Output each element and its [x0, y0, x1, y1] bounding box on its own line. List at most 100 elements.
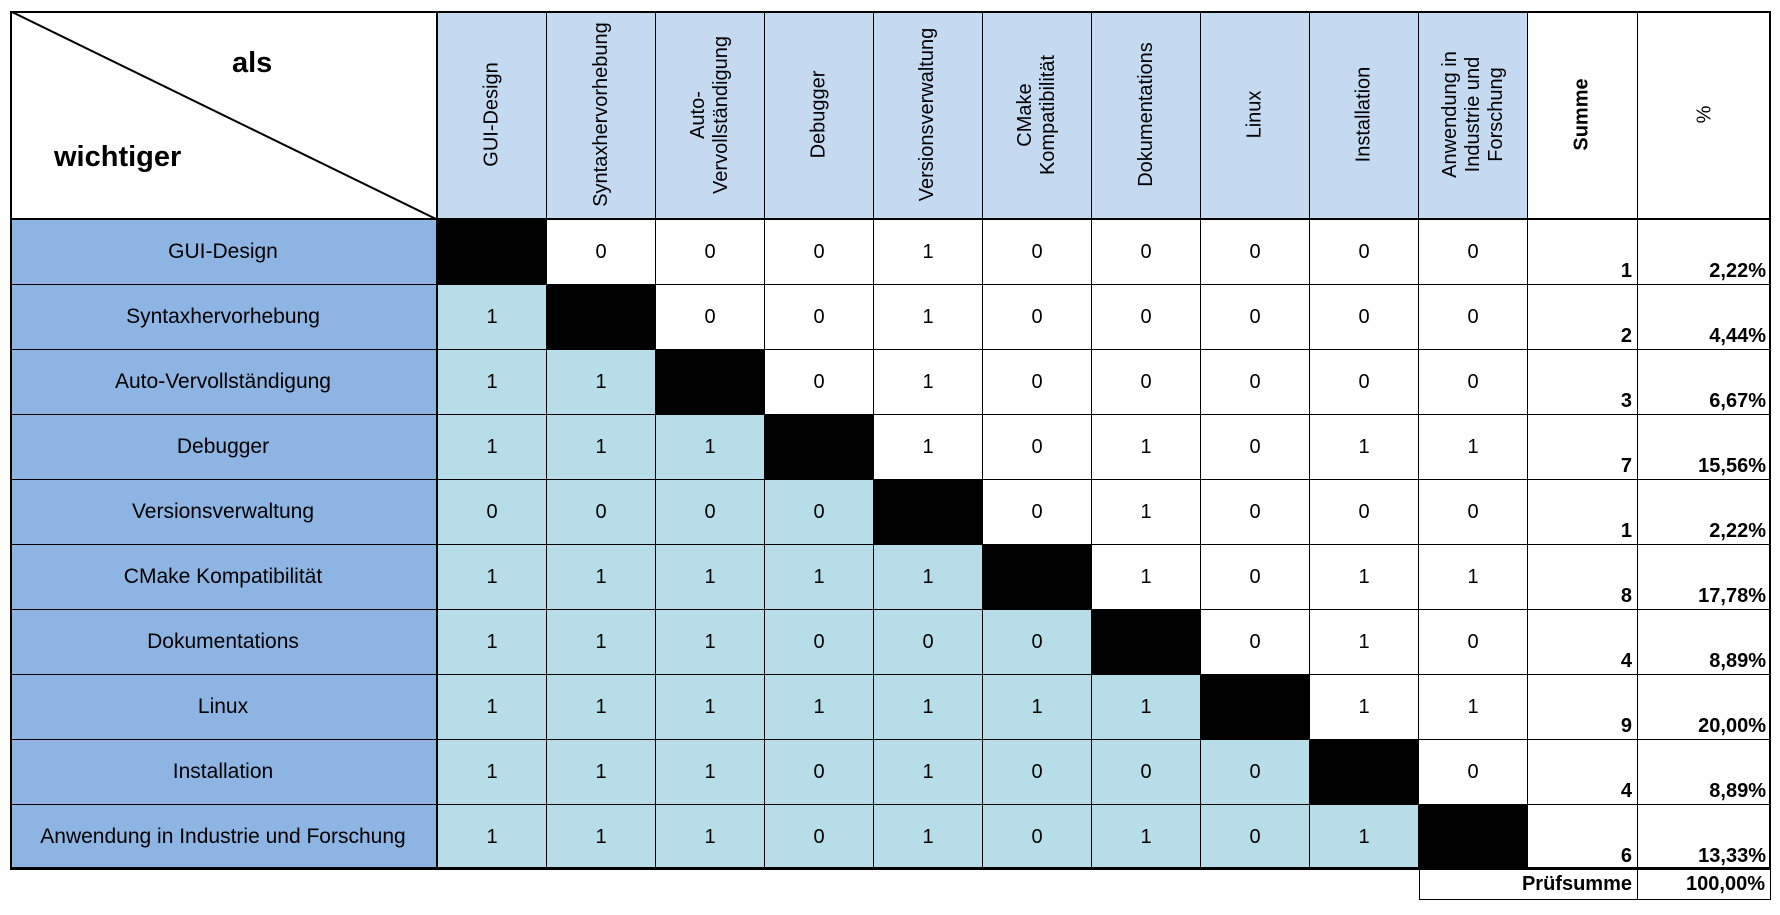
matrix-cell-value: 0 [1249, 565, 1261, 588]
checksum-label: Prüfsumme [1521, 873, 1632, 895]
matrix-cell-value: 1 [922, 240, 934, 263]
matrix-cell: 0 [1201, 415, 1310, 480]
matrix-cell-value: 1 [486, 695, 498, 718]
column-header-line: Linux [1243, 90, 1266, 139]
row-header: CMake Kompatibilität [10, 545, 438, 610]
matrix-cell: 1 [547, 350, 656, 415]
matrix-cell-value: 0 [595, 240, 607, 263]
matrix-cell: 0 [656, 220, 765, 285]
matrix-cell: 1 [547, 675, 656, 740]
matrix-cell-value: 1 [922, 370, 934, 393]
matrix-cell: 0 [983, 610, 1092, 675]
matrix-cell: 0 [1419, 220, 1528, 285]
sum-cell: 6 [1528, 805, 1638, 870]
matrix-cell-value: 0 [1140, 760, 1152, 783]
matrix-cell-value: 1 [595, 630, 607, 653]
matrix-cell: 0 [1419, 740, 1528, 805]
matrix-cell-value: 1 [486, 630, 498, 653]
matrix-cell: 1 [1310, 805, 1419, 870]
matrix-cell: 0 [1201, 480, 1310, 545]
sum-header-text: Summe [1571, 78, 1593, 151]
matrix-cell: 1 [656, 805, 765, 870]
matrix-cell-value: 1 [704, 630, 716, 653]
column-header-line: Syntaxhervorhebung [589, 22, 612, 207]
matrix-cell-value: 0 [704, 500, 716, 523]
sum-cell: 4 [1528, 610, 1638, 675]
diagonal-cell [547, 285, 656, 350]
row-header: Syntaxhervorhebung [10, 285, 438, 350]
matrix-cell: 0 [1310, 285, 1419, 350]
row-header: Debugger [10, 415, 438, 480]
column-header: Anwendung in Industrie und Forschung [1419, 11, 1528, 220]
matrix-cell: 1 [1092, 675, 1201, 740]
matrix-cell: 1 [874, 805, 983, 870]
row-header: Linux [10, 675, 438, 740]
matrix-cell-value: 1 [1358, 565, 1370, 588]
matrix-cell: 0 [656, 480, 765, 545]
row-header-label: Auto-Vervollständigung [115, 370, 331, 393]
percent-header: % [1638, 11, 1771, 220]
sum-header-label: Summe [1571, 78, 1594, 150]
matrix-cell: 0 [765, 285, 874, 350]
matrix-cell: 0 [1419, 285, 1528, 350]
matrix-cell: 0 [1201, 805, 1310, 870]
row-header-label: CMake Kompatibilität [123, 565, 323, 588]
column-header: Dokumentations [1092, 11, 1201, 220]
row-header-label: Debugger [176, 435, 270, 458]
matrix-cell: 0 [983, 740, 1092, 805]
sum-cell: 2 [1528, 285, 1638, 350]
matrix-cell: 0 [1092, 350, 1201, 415]
matrix-cell-value: 1 [486, 305, 498, 328]
sum-value: 4 [1620, 650, 1632, 672]
column-header-label: Debugger [808, 71, 831, 159]
matrix-cell-value: 1 [1031, 695, 1043, 718]
matrix-cell: 0 [983, 805, 1092, 870]
checksum-value: 100,00% [1686, 873, 1765, 895]
column-header-line: Forschung [1484, 67, 1507, 162]
matrix-cell: 1 [547, 545, 656, 610]
column-header-label: Syntaxhervorhebung [590, 22, 613, 207]
percent-cell: 17,78% [1638, 545, 1771, 610]
matrix-cell-value: 1 [486, 435, 498, 458]
matrix-cell: 0 [547, 220, 656, 285]
matrix-cell-value: 1 [1358, 695, 1370, 718]
matrix-cell-value: 0 [1140, 305, 1152, 328]
matrix-cell-value: 0 [1249, 305, 1261, 328]
matrix-cell: 0 [765, 480, 874, 545]
percent-cell: 15,56% [1638, 415, 1771, 480]
matrix-cell: 1 [438, 610, 547, 675]
sum-cell: 9 [1528, 675, 1638, 740]
matrix-cell: 1 [874, 285, 983, 350]
pairwise-comparison-matrix: als wichtiger GUI-Design Syntaxhervorhebu… [10, 11, 1771, 901]
diagonal-cell [765, 415, 874, 480]
matrix-cell: 1 [547, 610, 656, 675]
matrix-cell: 1 [656, 675, 765, 740]
matrix-cell-value: 0 [1031, 630, 1043, 653]
column-header: Linux [1201, 11, 1310, 220]
matrix-cell: 1 [438, 675, 547, 740]
matrix-cell: 0 [874, 610, 983, 675]
percent-cell: 4,44% [1638, 285, 1771, 350]
matrix-cell-value: 1 [704, 435, 716, 458]
matrix-cell: 0 [1201, 740, 1310, 805]
matrix-cell-value: 0 [1031, 435, 1043, 458]
percent-value: 2,22% [1709, 520, 1766, 542]
matrix-cell-value: 1 [1358, 630, 1370, 653]
matrix-cell-value: 1 [486, 370, 498, 393]
matrix-cell-value: 1 [704, 760, 716, 783]
percent-cell: 8,89% [1638, 610, 1771, 675]
matrix-cell-value: 0 [1358, 240, 1370, 263]
matrix-cell-value: 0 [704, 240, 716, 263]
sum-value: 8 [1620, 585, 1632, 607]
column-header: Auto- Vervollständigung [656, 11, 765, 220]
sum-value: 9 [1620, 715, 1632, 737]
matrix-cell-value: 0 [1031, 370, 1043, 393]
percent-header-label: % [1693, 106, 1716, 124]
sum-value: 4 [1620, 780, 1632, 802]
matrix-cell: 1 [438, 545, 547, 610]
matrix-cell: 1 [547, 415, 656, 480]
matrix-cell: 1 [874, 220, 983, 285]
matrix-cell-value: 1 [813, 695, 825, 718]
matrix-cell: 0 [765, 220, 874, 285]
matrix-cell: 1 [656, 415, 765, 480]
